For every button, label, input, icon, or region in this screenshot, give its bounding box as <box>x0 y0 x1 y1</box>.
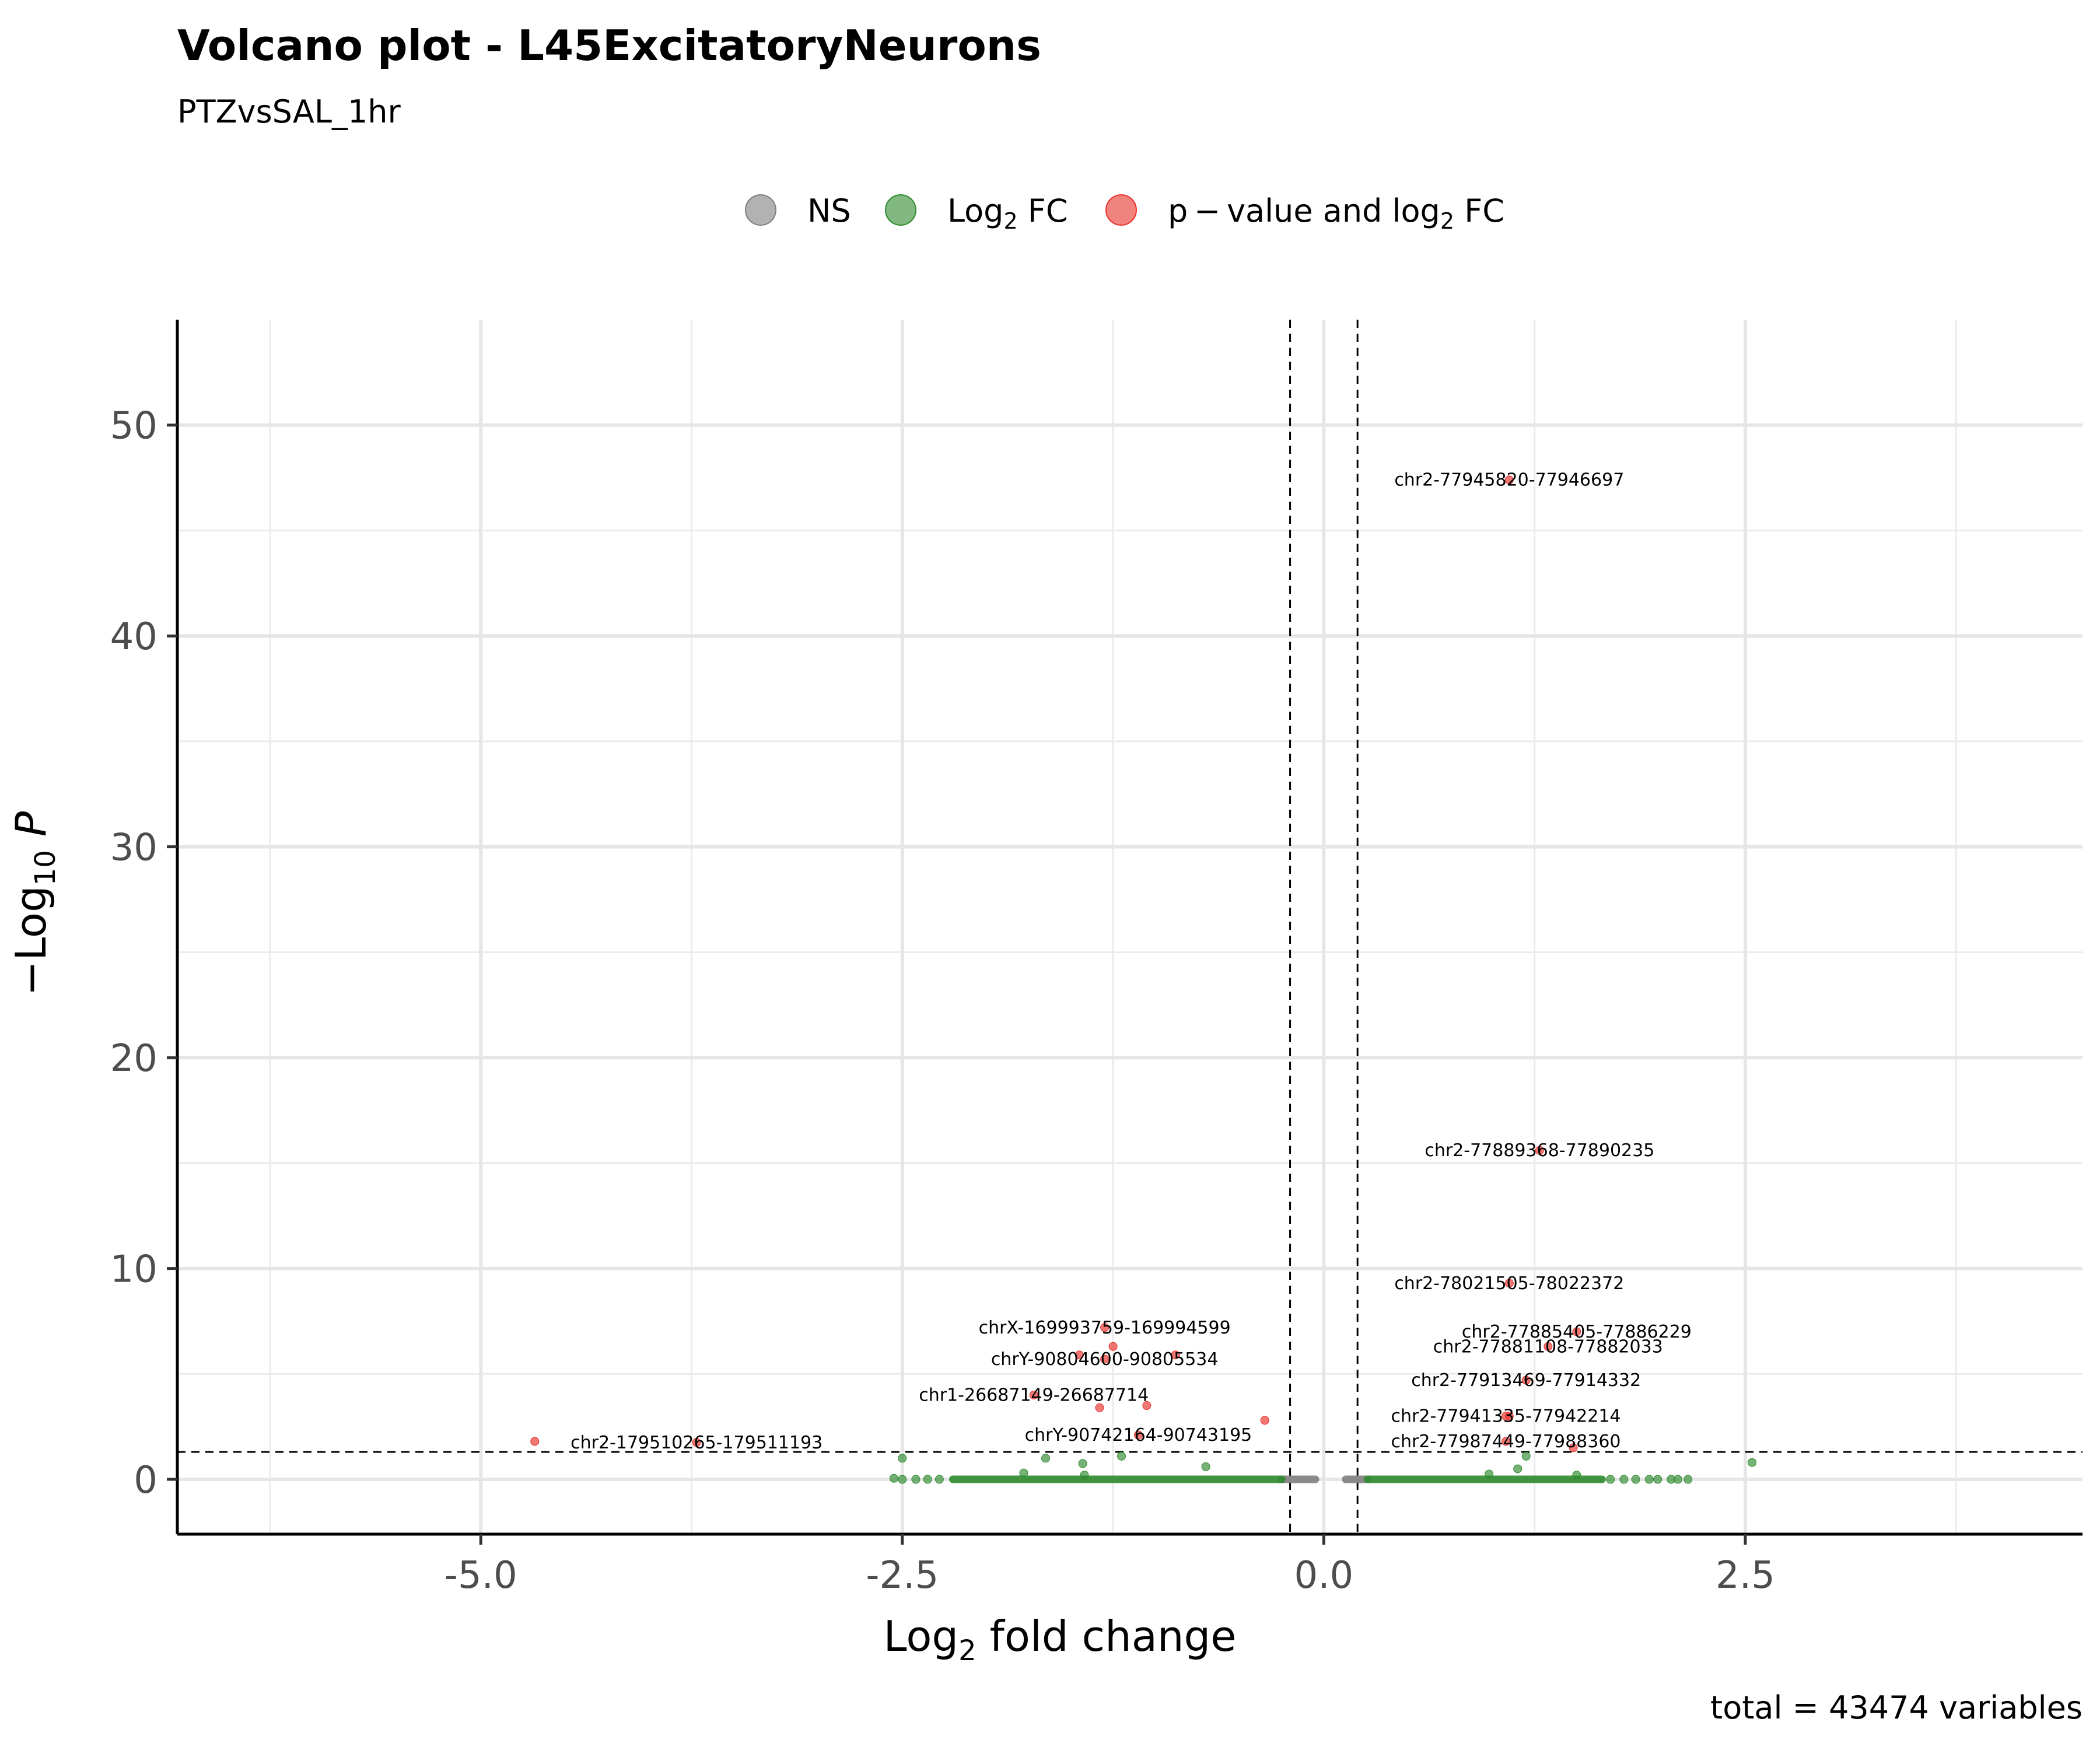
significant-point <box>1535 1146 1544 1155</box>
significant-point <box>1100 1323 1110 1332</box>
point-label: chrX-169993759-169994599 <box>979 1318 1231 1338</box>
log2fc-point <box>1748 1458 1757 1467</box>
point-label: chrY-90804600-90805534 <box>991 1349 1219 1370</box>
log2fc-point <box>1019 1468 1028 1478</box>
x-axis-title: Log2 fold change <box>883 1612 1236 1667</box>
point-label: chr2-77889368-77890235 <box>1424 1140 1654 1161</box>
point-label: chr2-77941335-77942214 <box>1391 1406 1621 1427</box>
point-label: chr2-179510265-179511193 <box>570 1433 822 1453</box>
significant-point <box>1544 1342 1553 1351</box>
legend: NS Log2 FC p − value and log2 FC <box>745 192 1504 234</box>
point-label: chr2-77885405-77886229 <box>1462 1322 1692 1342</box>
x-tick-label: -5.0 <box>444 1554 517 1597</box>
point-label: chr2-77945820-77946697 <box>1394 470 1624 491</box>
log2fc-point <box>1606 1475 1615 1484</box>
chart-caption: total = 43474 variables <box>1710 1689 2082 1726</box>
significant-point <box>1074 1350 1084 1360</box>
x-tick-label: 0.0 <box>1294 1554 1353 1597</box>
y-tick-label: 10 <box>110 1248 158 1292</box>
significant-point <box>1504 475 1514 485</box>
significant-point <box>1572 1327 1581 1336</box>
log2fc-point <box>1673 1475 1682 1484</box>
cutoff-lines <box>177 320 2082 1534</box>
log2fc-point <box>1117 1451 1126 1461</box>
log2fc-point <box>923 1475 932 1484</box>
y-tick-label: 40 <box>110 615 158 659</box>
significant-point <box>1142 1401 1152 1410</box>
significant-point <box>1100 1354 1110 1364</box>
point-label: chrY-90742164-90743195 <box>1025 1425 1252 1446</box>
y-tick-label: 0 <box>134 1459 158 1502</box>
point-label: chr2-78021505-78022372 <box>1394 1273 1624 1294</box>
log2fc-point <box>1080 1471 1089 1480</box>
y-tick-label: 30 <box>110 827 158 870</box>
log2fc-point <box>1653 1475 1662 1484</box>
log2fc-point <box>1572 1471 1581 1480</box>
log2fc-point <box>1644 1475 1654 1484</box>
legend-label-log2fc: Log2 FC <box>947 192 1068 234</box>
point-label: chr2-77881108-77882033 <box>1433 1336 1663 1357</box>
y-tick-label: 20 <box>110 1037 158 1080</box>
chart-title: Volcano plot - L45ExcitatoryNeurons <box>177 21 1041 70</box>
y-axis-title: −Log10 P <box>6 811 62 996</box>
significant-point <box>1108 1342 1118 1351</box>
log2fc-point <box>898 1454 907 1463</box>
x-tick-label: -2.5 <box>866 1554 939 1597</box>
x-tick-label: 2.5 <box>1716 1554 1775 1597</box>
point-labels: chr2-77945820-77946697 chr2-77889368-7789… <box>570 470 1692 1453</box>
point-label: chr2-77913469-77914332 <box>1411 1370 1641 1391</box>
legend-key-log2fc <box>885 194 916 226</box>
significant-point <box>1521 1376 1531 1385</box>
log2fc-point <box>1201 1462 1210 1471</box>
significant-point <box>692 1438 701 1447</box>
log2fc-point <box>1631 1475 1640 1484</box>
legend-label-ns: NS <box>807 192 851 229</box>
log2fc-point <box>1521 1451 1531 1461</box>
log2fc-point <box>898 1475 907 1484</box>
log2fc-point <box>1513 1464 1522 1474</box>
significant-point <box>1569 1443 1578 1452</box>
log2fc-point <box>1619 1475 1629 1484</box>
significant-point <box>1171 1350 1180 1360</box>
significant-point <box>530 1437 540 1446</box>
chart-subtitle: PTZvsSAL_1hr <box>177 93 401 130</box>
log2fc-point <box>1684 1475 1693 1484</box>
log2fc-point <box>911 1475 921 1484</box>
point-label: chr1-26687149-26687714 <box>919 1385 1149 1405</box>
significant-point <box>1504 1279 1514 1288</box>
grid <box>177 320 2082 1534</box>
legend-key-both <box>1105 194 1137 226</box>
legend-label-both: p − value and log2 FC <box>1168 192 1504 234</box>
log2fc-point <box>1078 1459 1087 1468</box>
log2fc-point <box>1041 1454 1050 1463</box>
significant-point <box>1029 1390 1038 1399</box>
log2fc-point <box>889 1474 898 1483</box>
y-tick-label: 50 <box>110 405 158 448</box>
log2fc-point <box>935 1475 944 1484</box>
significant-point <box>1133 1430 1143 1440</box>
significant-point <box>1095 1403 1104 1412</box>
point-label: chr2-77987449-77988360 <box>1391 1432 1621 1452</box>
data-points <box>530 475 1757 1484</box>
axes <box>167 320 2082 1545</box>
log2fc-point <box>1485 1469 1494 1479</box>
significant-point <box>1502 1437 1511 1446</box>
tick-labels: -5.0 -2.5 0.0 2.5 0 10 20 30 40 50 <box>110 405 1775 1597</box>
significant-point <box>1260 1416 1269 1425</box>
significant-point <box>1504 1412 1514 1421</box>
legend-key-ns <box>745 194 776 226</box>
